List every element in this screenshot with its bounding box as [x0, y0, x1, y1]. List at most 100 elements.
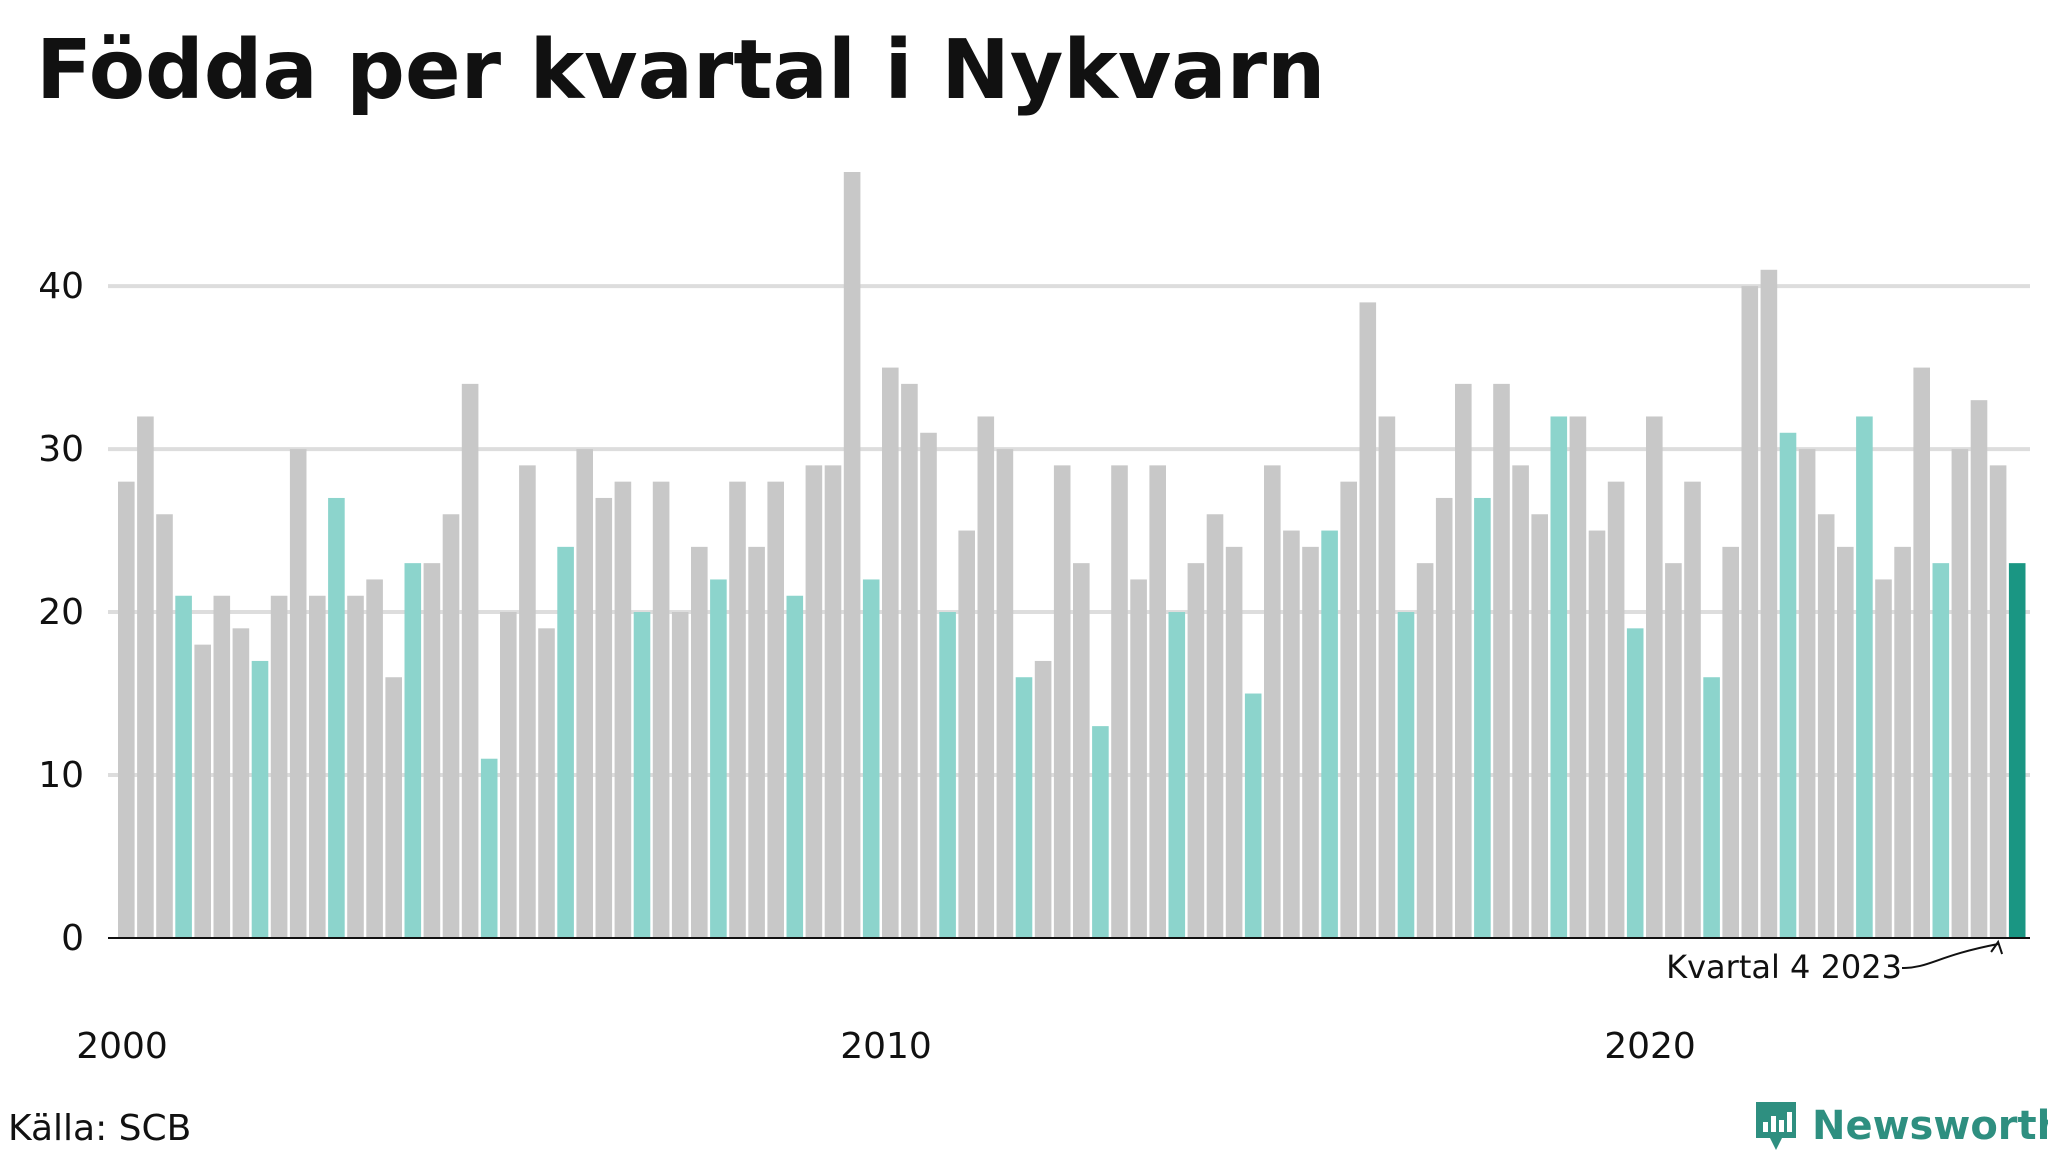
bar [1283, 530, 1300, 938]
bar [366, 579, 383, 938]
bar [328, 497, 345, 938]
bar [1053, 465, 1071, 938]
bar [2008, 563, 2026, 938]
bar [1932, 563, 1950, 938]
bar [557, 546, 574, 938]
bar [1798, 449, 1816, 938]
bar [1989, 465, 2007, 938]
annotation: Kvartal 4 2023 [1666, 939, 2004, 986]
bar [1130, 579, 1147, 938]
bar [289, 449, 307, 938]
bar [1779, 432, 1797, 938]
bar [1015, 677, 1033, 938]
bar [843, 172, 861, 938]
bar [1837, 546, 1854, 938]
bar [710, 579, 727, 938]
bar [748, 546, 765, 938]
bar [767, 481, 784, 938]
x-tick-label: 2000 [76, 1026, 168, 1067]
bar [1741, 286, 1759, 939]
bar [958, 530, 975, 938]
bar [1760, 269, 1778, 938]
bar [595, 497, 613, 938]
bar [1378, 416, 1396, 938]
bar [729, 481, 746, 938]
bar [194, 644, 211, 938]
bar [1321, 530, 1338, 938]
bar [805, 465, 823, 938]
bar [1206, 514, 1224, 938]
annotation-arrowhead [1990, 939, 2004, 955]
bar [1435, 497, 1453, 938]
bar [1913, 367, 1930, 938]
bar [786, 595, 804, 938]
bar [347, 595, 364, 938]
bar [1665, 563, 1682, 938]
bar [1225, 546, 1243, 938]
y-axis-ticks: 0 10 20 30 40 [38, 266, 84, 959]
x-axis-ticks: 2000 2010 2020 [76, 1026, 1696, 1067]
bar [118, 481, 135, 938]
bar [1034, 660, 1052, 938]
x-tick-label: 2020 [1604, 1026, 1696, 1067]
bar [156, 514, 173, 938]
brand-logo: Newsworthy [1752, 1098, 2048, 1154]
source-label: Källa: SCB [8, 1108, 192, 1149]
bar [1397, 612, 1415, 938]
bar [251, 660, 269, 938]
bar [1302, 546, 1319, 938]
bar [309, 595, 326, 938]
bar [442, 514, 460, 938]
bar [652, 481, 670, 938]
bar [1894, 546, 1911, 938]
bar [1073, 563, 1090, 938]
bar [1684, 481, 1701, 938]
bar [576, 449, 593, 938]
bar [671, 612, 689, 938]
bar [1340, 481, 1357, 938]
bar [1607, 481, 1625, 938]
bar [1474, 497, 1491, 938]
bar [1550, 416, 1568, 938]
y-tick-label: 20 [38, 592, 84, 633]
chart-title: Födda per kvartal i Nykvarn [36, 23, 1326, 118]
bar [1455, 383, 1472, 939]
bar [480, 758, 498, 938]
y-tick-label: 30 [38, 429, 84, 470]
bar [901, 383, 918, 939]
bar [1187, 563, 1205, 938]
bar [232, 628, 250, 938]
bar [920, 432, 937, 938]
bar [538, 628, 555, 938]
bar [1588, 530, 1606, 938]
bar [1531, 514, 1548, 938]
bar [996, 449, 1014, 938]
bar [213, 595, 231, 938]
bar [1264, 465, 1281, 938]
bar [939, 612, 956, 938]
bar [519, 465, 536, 938]
bar [1111, 465, 1128, 938]
bar [385, 677, 402, 938]
bar [1512, 465, 1529, 938]
bar [882, 367, 899, 938]
bar [137, 416, 154, 938]
bars [118, 172, 2026, 939]
bar [1416, 563, 1434, 938]
y-tick-label: 10 [38, 755, 84, 796]
bar [1092, 726, 1109, 938]
annotation-arrow [1901, 943, 1999, 969]
bar [1569, 416, 1587, 938]
bar [175, 595, 192, 938]
bar [691, 546, 708, 938]
bar [824, 465, 842, 938]
bar [1168, 612, 1186, 938]
bar [1646, 416, 1663, 938]
newsworthy-logo-icon [1756, 1102, 1796, 1150]
bar [1626, 628, 1644, 938]
annotation-label: Kvartal 4 2023 [1666, 948, 1902, 986]
bar [270, 595, 288, 938]
bar [1703, 677, 1720, 938]
bar [633, 612, 651, 938]
bar [1875, 579, 1892, 938]
